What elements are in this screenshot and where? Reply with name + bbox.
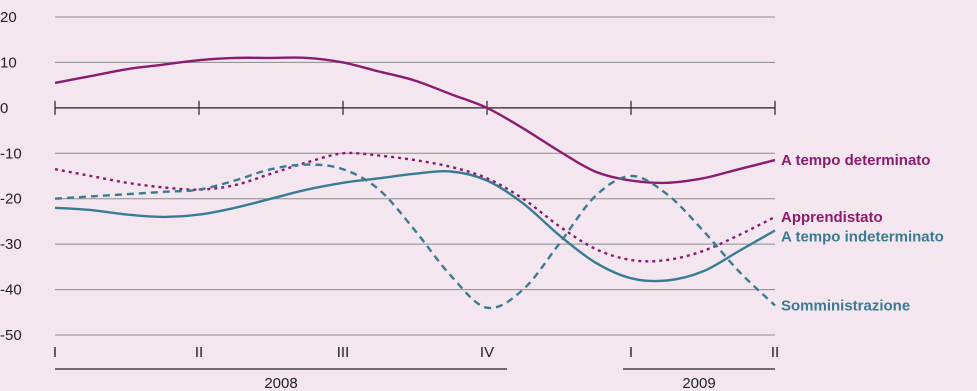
series-labels: A tempo determinato Apprendistato A tempo … [781,152,944,314]
series-label: A tempo indeterminato [781,229,944,246]
y-tick-label: -50 [0,327,22,344]
series-line [54,169,776,283]
y-tick-label: -30 [0,236,22,253]
x-group-label: 2009 [682,375,715,391]
x-tick-label: III [337,344,350,361]
series-label: Somministrazione [781,297,910,314]
series-line [54,163,776,310]
x-axis-year-groups: 2008 2009 [55,368,775,391]
x-group-label: 2008 [264,375,297,391]
y-tick-label: -20 [0,191,22,208]
series-line [54,56,776,185]
y-tick-label: -10 [0,145,22,162]
series-label: Apprendistato [781,209,883,226]
zero-axis [54,100,776,115]
x-tick-label: IV [480,344,494,361]
series-label: A tempo determinato [781,152,930,169]
series-lines [54,56,776,310]
x-axis-tick-labels: I II III IV I II [53,344,779,361]
x-tick-label: I [53,344,57,361]
y-tick-label: -40 [0,282,22,299]
y-axis-tick-labels: 20 10 0 -10 -20 -30 -40 -50 [0,9,22,344]
y-tick-label: 10 [0,54,17,71]
x-tick-label: I [629,344,633,361]
y-tick-label: 0 [0,100,8,117]
y-tick-label: 20 [0,9,17,26]
x-tick-label: II [195,344,203,361]
x-tick-label: II [771,344,779,361]
series-line [54,151,776,263]
